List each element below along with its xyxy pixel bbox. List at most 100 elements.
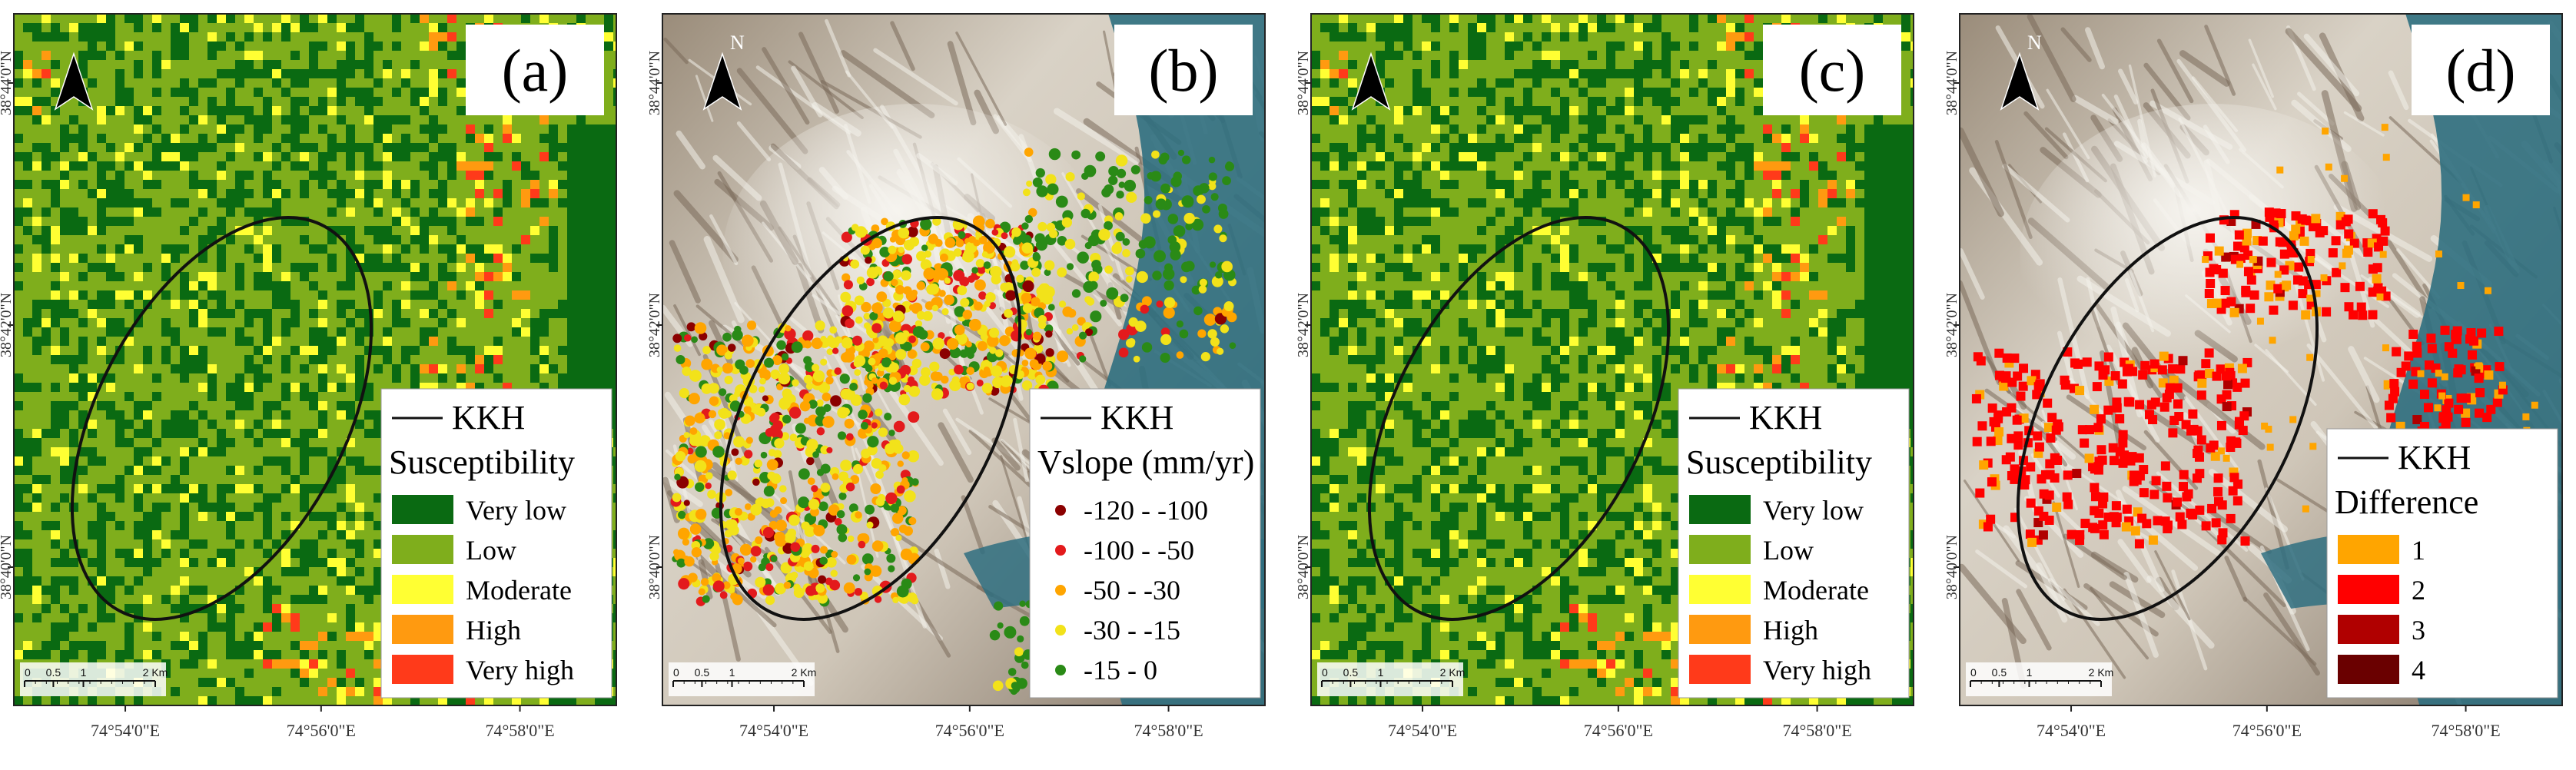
legend-item-label: Very high: [466, 655, 574, 685]
map-panel-a: 0 0.5 1 2 Km (a) KKH Susceptibility Very low Low…: [0, 13, 617, 740]
scale-bar-label: 0.5: [695, 666, 710, 679]
legend-item-label: Very high: [1763, 655, 1871, 685]
north-arrow-icon: [54, 51, 94, 111]
difference-cells: [1971, 124, 2538, 644]
scale-bar: 0 0.5 1 2 Km: [1317, 662, 1465, 696]
legend-swatch: [2338, 655, 2399, 684]
legend-swatch: [2338, 615, 2399, 644]
y-tick-label: 38°42'0"N: [1944, 293, 1960, 357]
legend-item-label: -30 - -15: [1084, 615, 1180, 646]
legend-item-label: -120 - -100: [1084, 495, 1208, 526]
scale-bar-label: 0: [1970, 666, 1977, 679]
scale-bar-label: 2 Km: [143, 666, 168, 679]
scale-bar: 0 0.5 1 2 Km: [20, 662, 168, 696]
legend-swatch: [2338, 575, 2399, 604]
y-tick-label: 38°44'0"N: [1944, 51, 1960, 115]
legend-title: Susceptibility: [1686, 443, 1872, 481]
y-tick-label: 38°44'0"N: [0, 51, 15, 115]
north-arrow-icon: [1351, 51, 1391, 111]
legend-swatch: [1689, 495, 1751, 524]
legend-item-label: Very low: [1763, 495, 1864, 526]
legend-swatch: [392, 655, 453, 684]
x-tick-label: 74°56'0"E: [1584, 721, 1653, 740]
legend-item-label: Very low: [466, 495, 566, 526]
scale-bar-label: 0.5: [1343, 666, 1359, 679]
scale-bar: 0 0.5 1 2 Km: [669, 662, 816, 696]
scale-bar-label: 1: [1378, 666, 1384, 679]
legend-b: KKH Vslope (mm/yr) -120 - -100 -100 - -50 -5…: [1029, 388, 1261, 699]
legend-swatch: [1055, 665, 1066, 675]
y-tick-label: 38°40'0"N: [1295, 535, 1312, 599]
kkh-ellipse: [70, 216, 373, 621]
legend-item-label: Low: [466, 535, 516, 566]
x-tick-label: 74°56'0"E: [287, 721, 356, 740]
x-tick-label: 74°54'0"E: [1388, 721, 1457, 740]
legend-kkh-label: KKH: [2398, 439, 2471, 476]
map-panel-d: N 0 0.5 1 2 Km (d) KKH Difference 1 2 3 4 74°54'0"E 7…: [1944, 13, 2563, 740]
legend-c: KKH Susceptibility Very low Low Moderate High…: [1678, 388, 1910, 699]
map-frame: [13, 13, 617, 706]
scale-bar-label: 2 Km: [2089, 666, 2114, 679]
legend-swatch: [1055, 545, 1066, 556]
legend-item-label: 4: [2412, 655, 2425, 685]
legend-kkh-label: KKH: [452, 399, 525, 436]
kkh-ellipse: [2016, 216, 2319, 621]
scale-bar-label: 0.5: [1992, 666, 2007, 679]
scale-bar-label: 1: [81, 666, 87, 679]
legend-item-label: Moderate: [1763, 575, 1869, 606]
panel-label-a: (a): [466, 25, 604, 115]
x-tick-label: 74°54'0"E: [739, 721, 808, 740]
x-tick-label: 74°56'0"E: [935, 721, 1004, 740]
legend-swatch: [1689, 535, 1751, 564]
north-arrow-icon: N: [702, 32, 745, 111]
legend-swatch: [2338, 535, 2399, 564]
legend-item-label: 3: [2412, 615, 2425, 646]
legend-item-label: Low: [1763, 535, 1814, 566]
panel-label-c: (c): [1763, 25, 1901, 115]
panel-label-text: (b): [1149, 37, 1219, 104]
legend-swatch: [392, 535, 453, 564]
legend-swatch: [392, 575, 453, 604]
scale-bar-label: 0.5: [46, 666, 61, 679]
legend-title: Susceptibility: [389, 443, 575, 481]
scale-bar-label: 1: [2027, 666, 2033, 679]
y-tick-label: 38°40'0"N: [1944, 535, 1960, 599]
scale-bar-label: 1: [729, 666, 735, 679]
panel-label-text: (c): [1799, 37, 1866, 104]
scale-bar-label: 2 Km: [792, 666, 817, 679]
legend-swatch: [1055, 585, 1066, 596]
legend-swatch: [1689, 655, 1751, 684]
panel-label-b: (b): [1114, 25, 1253, 115]
north-label: N: [730, 32, 745, 54]
legend-item-label: -15 - 0: [1084, 655, 1157, 685]
legend-kkh-label: KKH: [1100, 399, 1173, 436]
x-tick-label: 74°58'0"E: [2431, 721, 2500, 740]
y-tick-label: 38°42'0"N: [0, 293, 15, 357]
panel-label-text: (a): [502, 37, 569, 104]
map-panel-b: N 0 0.5 1 2 Km (b) KKH Vslope (mm/yr) -120 - -10…: [646, 13, 1266, 740]
legend-swatch: [392, 615, 453, 644]
scale-bar-label: 0: [673, 666, 679, 679]
legend-item-label: High: [466, 615, 521, 646]
y-tick-label: 38°44'0"N: [1295, 51, 1312, 115]
x-tick-label: 74°54'0"E: [91, 721, 160, 740]
x-tick-label: 74°58'0"E: [1782, 721, 1851, 740]
legend-swatch: [1689, 575, 1751, 604]
legend-item-label: -50 - -30: [1084, 575, 1180, 606]
x-tick-label: 74°56'0"E: [2232, 721, 2302, 740]
y-tick-label: 38°40'0"N: [646, 535, 663, 599]
north-arrow-icon: N: [2000, 32, 2042, 111]
panel-label-text: (d): [2446, 37, 2516, 104]
legend-item-label: 2: [2412, 575, 2425, 606]
panel-label-d: (d): [2412, 25, 2550, 115]
y-tick-label: 38°42'0"N: [646, 293, 663, 357]
scale-bar-label: 2 Km: [1440, 666, 1466, 679]
x-tick-label: 74°58'0"E: [1134, 721, 1203, 740]
legend-swatch: [1055, 625, 1066, 636]
north-label: N: [2027, 32, 2042, 54]
legend-title: Vslope (mm/yr): [1037, 443, 1254, 481]
scale-bar-label: 0: [25, 666, 31, 679]
y-tick-label: 38°44'0"N: [646, 51, 663, 115]
legend-kkh-label: KKH: [1749, 399, 1822, 436]
map-panel-c: 0 0.5 1 2 Km (c) KKH Susceptibility Very low Low…: [1295, 13, 1914, 740]
